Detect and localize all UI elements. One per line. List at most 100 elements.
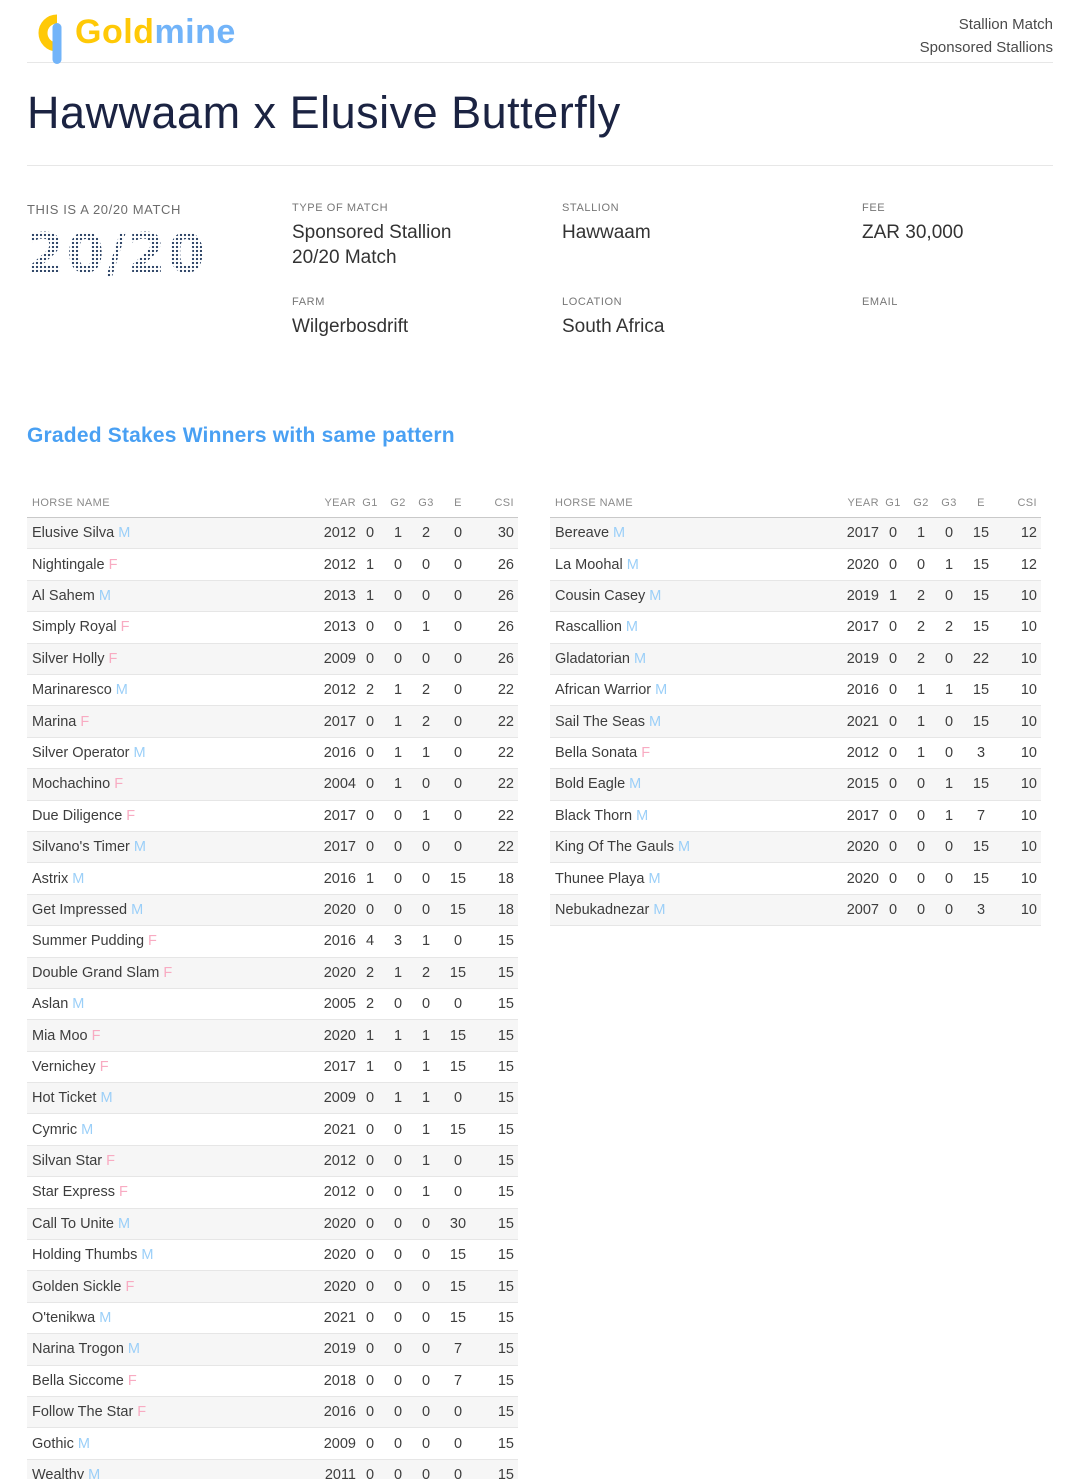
cell-g1: 0 (888, 776, 898, 793)
cell-csi: 22 (497, 807, 514, 824)
cell-g3: 1 (944, 776, 954, 793)
cell-year: 2020 (846, 870, 879, 887)
cell-g3: 0 (421, 1341, 431, 1358)
cell-year: 2017 (846, 525, 879, 542)
horse-name-cell: Cousin Casey M (550, 588, 821, 604)
horse-name: Simply Royal (32, 619, 117, 636)
cell-e: 0 (453, 776, 463, 793)
horse-name-cell: Silvano's Timer M (27, 839, 298, 855)
horse-name: Cymric (32, 1121, 78, 1138)
cell-e: 15 (449, 1310, 467, 1327)
sex-badge: F (91, 1027, 101, 1044)
goldmine-logo[interactable]: Goldmine (27, 10, 236, 71)
table-row: Due Diligence F 2017 0 0 1 0 22 (27, 801, 518, 832)
table-row: Summer Pudding F 2016 4 3 1 0 15 (27, 926, 518, 958)
cell-g2: 1 (393, 713, 403, 730)
goldmine-wordmark: Goldmine (75, 13, 236, 51)
table-row: Elusive Silva M 2012 0 1 2 0 30 (27, 518, 518, 550)
winners-table-left: HORSE NAME YEAR G1 G2 G3 E CSI Elusive S… (27, 488, 518, 1479)
sex-badge: F (106, 1153, 115, 1170)
cell-g2: 0 (916, 776, 926, 793)
cell-g3: 0 (421, 1278, 431, 1295)
cell-g3: 0 (944, 839, 954, 856)
cell-g3: 0 (421, 776, 431, 793)
cell-e: 15 (972, 870, 990, 887)
sex-badge: F (127, 1372, 137, 1389)
cell-g1: 0 (888, 556, 898, 573)
table-row: African Warrior M 2016 0 1 1 15 10 (550, 675, 1041, 707)
horse-name-cell: Vernichey F (27, 1059, 298, 1075)
horse-name-cell: Al Sahem M (27, 588, 298, 604)
table-row: Wealthy M 2011 0 0 0 0 15 (27, 1459, 518, 1479)
horse-name-cell: Call To Unite M (27, 1216, 298, 1232)
sex-badge: M (633, 650, 647, 667)
cell-e: 0 (453, 1153, 463, 1170)
field-fee: FEE ZAR 30,000 (862, 202, 1053, 270)
sex-badge: M (131, 901, 144, 918)
table-row: Sail The Seas M 2021 0 1 0 15 10 (550, 706, 1041, 738)
cell-g2: 2 (916, 650, 926, 667)
horse-name: Golden Sickle (32, 1278, 122, 1295)
cell-year: 2013 (323, 619, 356, 636)
cell-csi: 10 (1020, 650, 1037, 667)
cell-year: 2007 (846, 901, 879, 918)
cell-g1: 1 (365, 588, 375, 605)
cell-e: 0 (453, 996, 463, 1013)
field-value: Sponsored Stallion 20/20 Match (292, 222, 452, 268)
horse-name: Marinaresco (32, 682, 112, 699)
cell-g2: 1 (916, 525, 926, 542)
cell-year: 2020 (323, 1027, 356, 1044)
horse-name: Silver Operator (32, 744, 130, 761)
table-body-right: Bereave M 2017 0 1 0 15 12 La Moohal M 2020 0 0 1 15 12… (550, 518, 1041, 927)
cell-e: 0 (453, 682, 463, 699)
cell-e: 15 (449, 1278, 467, 1295)
table-row: Simply Royal F 2013 0 0 1 0 26 (27, 612, 518, 644)
horse-name-cell: King Of The Gauls M (550, 839, 821, 855)
cell-g2: 1 (393, 744, 403, 761)
cell-year: 2021 (323, 1121, 356, 1138)
horse-name: Holding Thumbs (32, 1247, 138, 1264)
cell-g2: 0 (393, 870, 403, 887)
table-row: Double Grand Slam F 2020 2 1 2 15 15 (27, 957, 518, 989)
cell-g1: 0 (888, 807, 898, 824)
cell-csi: 26 (497, 588, 514, 605)
horse-name: Nightingale (32, 556, 105, 573)
horse-name-cell: Astrix M (27, 871, 298, 887)
cell-g1: 0 (365, 744, 375, 761)
cell-e: 0 (453, 556, 463, 573)
sex-badge: F (114, 776, 124, 793)
sex-badge: F (108, 650, 118, 667)
cell-e: 0 (453, 807, 463, 824)
cell-csi: 22 (497, 744, 514, 761)
match-score-label: THIS IS A 20/20 MATCH (27, 202, 181, 217)
col-horse-name: HORSE NAME (555, 496, 633, 509)
cell-csi: 10 (1020, 744, 1037, 761)
field-farm: FARM Wilgerbosdrift (292, 296, 562, 340)
horse-name-cell: Bella Siccome F (27, 1373, 298, 1389)
cell-g3: 0 (944, 588, 954, 605)
cell-g3: 0 (421, 839, 431, 856)
col-year: YEAR (847, 496, 879, 509)
page-title: Hawwaam x Elusive Butterfly (27, 87, 621, 138)
cell-g3: 0 (421, 1404, 431, 1421)
cell-csi: 15 (497, 1090, 514, 1107)
cell-g2: 0 (393, 1310, 403, 1327)
cell-g3: 1 (421, 1058, 431, 1075)
col-g3: G3 (941, 496, 957, 509)
horse-name: Gladatorian (555, 650, 630, 667)
field-label: STALLION (562, 202, 620, 214)
cell-year: 2017 (846, 619, 879, 636)
cell-g3: 2 (421, 713, 431, 730)
cell-year: 2017 (323, 1058, 356, 1075)
cell-g2: 0 (916, 556, 926, 573)
horse-name-cell: Rascallion M (550, 619, 821, 635)
sex-badge: M (655, 682, 668, 699)
table-row: Silvan Star F 2012 0 0 1 0 15 (27, 1145, 518, 1178)
cell-year: 2019 (323, 1341, 356, 1358)
horse-name: Elusive Silva (32, 525, 115, 542)
sex-badge: M (629, 776, 642, 793)
cell-csi: 26 (497, 556, 514, 573)
field-value: Wilgerbosdrift (292, 316, 409, 338)
horse-name: Aslan (32, 996, 69, 1013)
